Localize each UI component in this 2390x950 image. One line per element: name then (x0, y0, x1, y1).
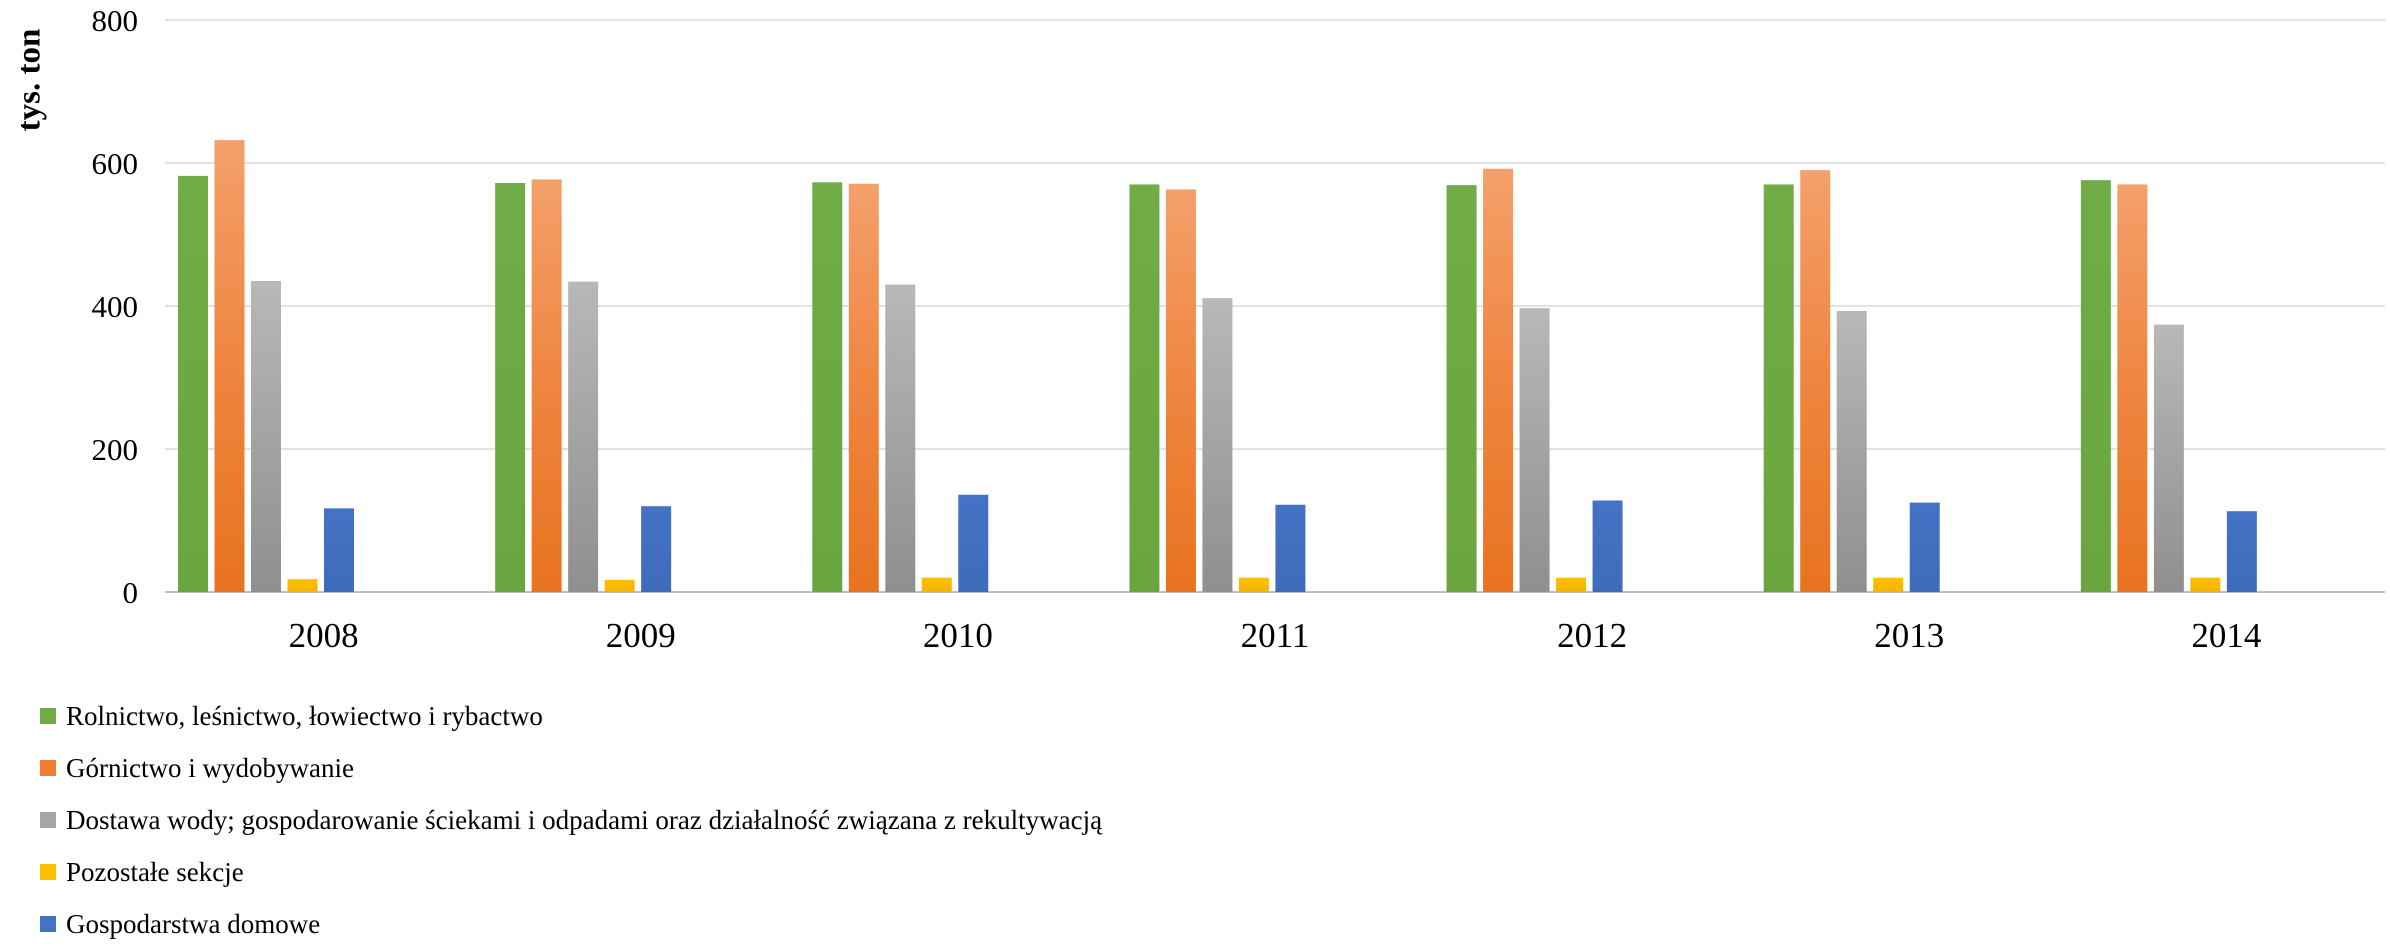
bar-2009-series-2 (531, 179, 562, 592)
legend-label: Dostawa wody; gospodarowanie ściekami i … (66, 804, 1103, 835)
bar-2011-series-4 (1238, 577, 1269, 592)
y-tick-label: 600 (92, 146, 139, 181)
bar-2011-series-5 (1275, 504, 1306, 592)
y-tick-label: 800 (92, 3, 139, 38)
y-axis-title: tys. ton (11, 28, 48, 132)
x-tick-label: 2011 (1241, 616, 1310, 655)
legend-item: Górnictwo i wydobywanie (40, 742, 1102, 794)
bar-2008-series-5 (324, 508, 354, 592)
bar-2009-series-5 (641, 506, 672, 592)
legend-item: Gospodarstwa domowe (40, 898, 1102, 950)
bar-2013-series-5 (1909, 502, 1940, 592)
bar-2012-series-3 (1519, 308, 1550, 592)
bar-2009-series-4 (604, 579, 635, 592)
bar-2014-series-1 (2080, 180, 2111, 592)
bar-2010-series-5 (958, 494, 989, 592)
bar-2008-series-4 (287, 579, 318, 592)
bar-2011-series-3 (1202, 298, 1233, 592)
legend-swatch (40, 916, 56, 932)
bar-2011-series-2 (1165, 189, 1196, 592)
x-tick-label: 2010 (923, 616, 993, 655)
bar-2014-series-5 (2226, 511, 2257, 592)
y-tick-label: 0 (123, 575, 139, 610)
bar-2010-series-4 (921, 577, 952, 592)
bar-2010-series-2 (848, 183, 879, 593)
legend-label: Gospodarstwa domowe (66, 908, 321, 939)
bars (178, 140, 2257, 593)
x-tick-label: 2009 (606, 616, 676, 655)
legend-swatch (40, 708, 56, 724)
y-axis-ticks: 0 200 400 600 800 (92, 3, 139, 610)
legend-label: Rolnictwo, leśnictwo, łowiectwo i rybact… (66, 700, 543, 731)
legend-swatch (40, 812, 56, 828)
x-tick-label: 2013 (1874, 616, 1944, 655)
bar-2010-series-1 (812, 182, 843, 592)
legend-label: Górnictwo i wydobywanie (66, 752, 354, 783)
bar-2009-series-3 (568, 281, 599, 592)
legend-label: Pozostałe sekcje (66, 856, 244, 887)
x-tick-label: 2008 (289, 616, 359, 655)
x-axis-ticks: 2008 2009 2010 2011 2012 2013 2014 (289, 616, 2262, 655)
y-axis-title-box: tys. ton (10, 20, 50, 140)
bar-2008-series-1 (178, 175, 208, 592)
legend: Rolnictwo, leśnictwo, łowiectwo i rybact… (40, 690, 1102, 950)
bar-2008-series-2 (214, 140, 245, 592)
bar-2013-series-3 (1836, 311, 1867, 592)
bar-2011-series-1 (1129, 184, 1160, 592)
bar-2012-series-2 (1483, 168, 1514, 592)
y-tick-label: 200 (92, 432, 139, 467)
x-tick-label: 2014 (2191, 616, 2261, 655)
bar-2013-series-2 (1800, 170, 1831, 592)
bar-2008-series-3 (251, 280, 281, 592)
legend-item: Pozostałe sekcje (40, 846, 1102, 898)
y-tick-label: 400 (92, 289, 139, 324)
bar-2012-series-1 (1446, 185, 1477, 593)
legend-item: Rolnictwo, leśnictwo, łowiectwo i rybact… (40, 690, 1102, 742)
bar-2012-series-4 (1556, 577, 1587, 592)
bar-2013-series-4 (1873, 577, 1904, 592)
bar-2012-series-5 (1592, 500, 1623, 592)
bar-2014-series-3 (2153, 324, 2184, 592)
x-tick-label: 2012 (1557, 616, 1627, 655)
bar-2014-series-4 (2190, 577, 2221, 592)
bar-2010-series-3 (885, 284, 916, 592)
bar-2013-series-1 (1763, 184, 1794, 592)
bar-2009-series-1 (495, 183, 526, 592)
legend-item: Dostawa wody; gospodarowanie ściekami i … (40, 794, 1102, 846)
bar-2014-series-2 (2117, 184, 2148, 592)
legend-swatch (40, 864, 56, 880)
legend-swatch (40, 760, 56, 776)
